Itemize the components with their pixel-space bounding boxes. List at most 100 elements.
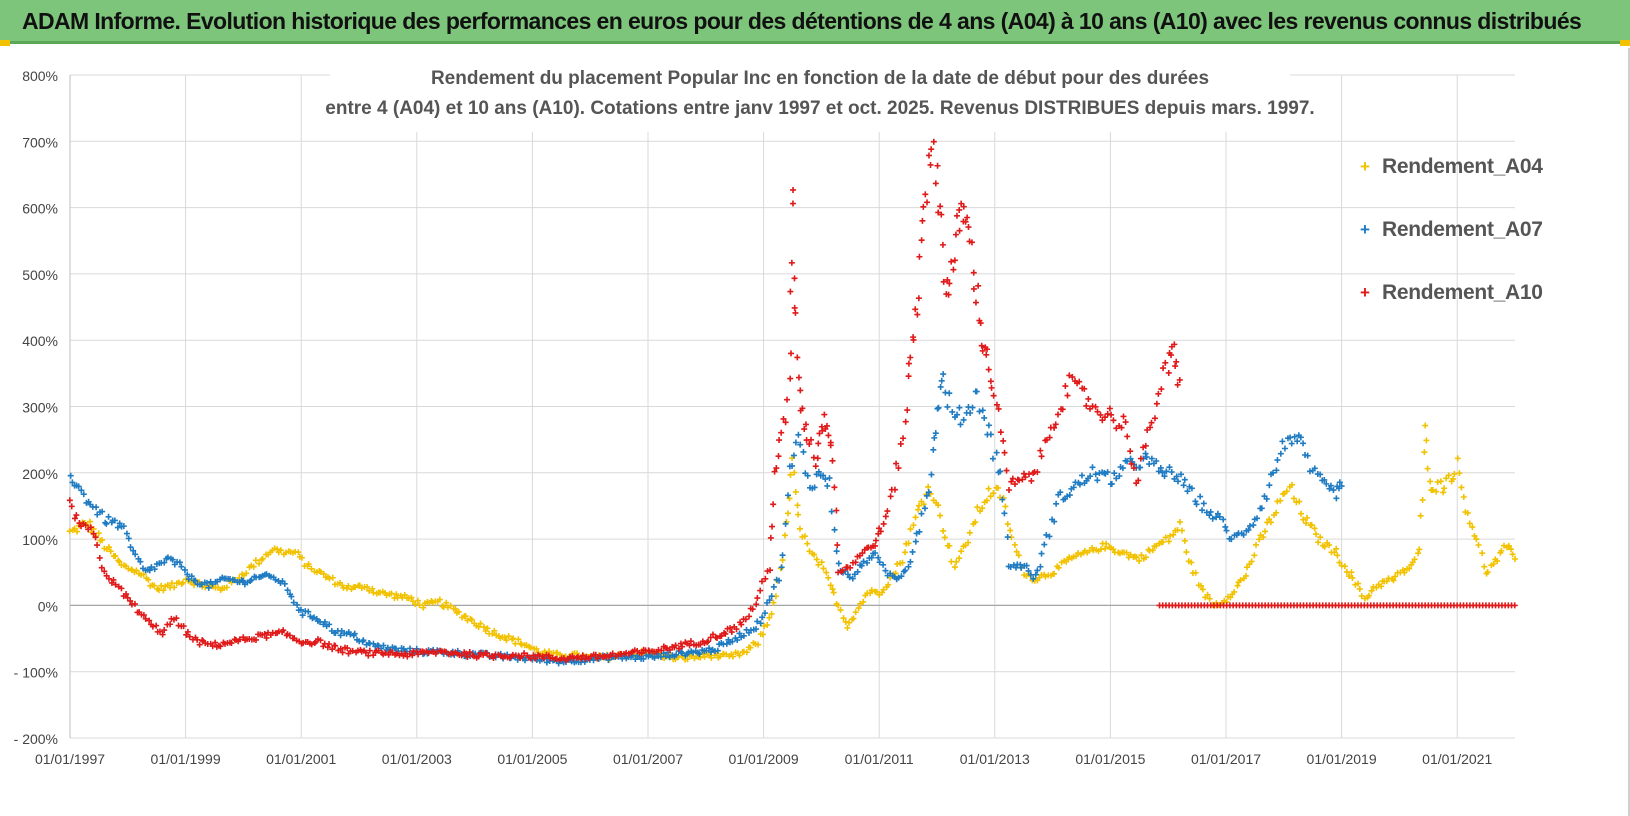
- y-tick-label: 400%: [22, 333, 58, 349]
- legend-label-a04: Rendement_A04: [1382, 155, 1543, 178]
- data-point-rendement_a04: [1490, 561, 1497, 568]
- data-point-rendement_a04: [274, 546, 281, 553]
- data-point-rendement_a07: [824, 482, 831, 489]
- data-point-rendement_a07: [1161, 473, 1168, 480]
- data-point-rendement_a07: [759, 614, 766, 621]
- data-point-rendement_a04: [766, 614, 773, 621]
- data-point-rendement_a07: [875, 554, 882, 561]
- data-point-rendement_a10: [757, 587, 764, 594]
- data-point-rendement_a04: [259, 555, 266, 562]
- data-point-rendement_a04: [1365, 592, 1372, 599]
- data-point-rendement_a04: [512, 640, 519, 647]
- data-point-rendement_a04: [277, 547, 284, 554]
- data-point-rendement_a07: [1113, 475, 1120, 482]
- data-point-rendement_a04: [796, 525, 803, 532]
- data-point-rendement_a04: [972, 519, 979, 526]
- y-tick-label: 300%: [22, 400, 58, 416]
- data-point-rendement_a04: [1317, 534, 1324, 541]
- data-point-rendement_a04: [484, 625, 491, 632]
- data-point-rendement_a04: [95, 530, 102, 537]
- data-point-rendement_a10: [236, 636, 243, 643]
- data-point-rendement_a04: [1356, 585, 1363, 592]
- data-point-rendement_a10: [897, 440, 904, 447]
- data-point-rendement_a10: [953, 212, 960, 219]
- data-point-rendement_a04: [370, 589, 377, 596]
- data-point-rendement_a04: [1416, 546, 1423, 553]
- data-point-rendement_a07: [178, 563, 185, 570]
- chart-title-line1: Rendement du placement Popular Inc en fo…: [431, 68, 1209, 89]
- data-point-rendement_a07: [103, 520, 110, 527]
- data-point-rendement_a07: [1119, 465, 1126, 472]
- data-point-rendement_a10: [822, 425, 829, 432]
- data-point-rendement_a07: [734, 637, 741, 644]
- data-point-rendement_a07: [778, 564, 785, 571]
- data-point-rendement_a10: [882, 513, 889, 520]
- data-point-rendement_a10: [1155, 390, 1162, 397]
- data-point-rendement_a04: [747, 644, 754, 651]
- data-point-rendement_a07: [905, 563, 912, 570]
- data-point-rendement_a04: [1181, 537, 1188, 544]
- data-point-rendement_a10: [950, 266, 957, 273]
- data-point-rendement_a04: [1422, 422, 1429, 429]
- data-point-rendement_a07: [1321, 476, 1328, 483]
- y-tick-label: 0%: [38, 598, 58, 614]
- data-point-rendement_a10: [964, 214, 971, 221]
- data-point-rendement_a07: [284, 587, 291, 594]
- data-point-rendement_a04: [329, 574, 336, 581]
- legend-item-a04: + Rendement_A04: [1360, 155, 1543, 218]
- data-point-rendement_a07: [882, 567, 889, 574]
- data-point-rendement_a04: [965, 539, 972, 546]
- x-tick-label: 01/01/2015: [1075, 751, 1145, 767]
- data-point-rendement_a07: [1137, 464, 1144, 471]
- data-point-rendement_a04: [1427, 478, 1434, 485]
- data-point-rendement_a04: [820, 565, 827, 572]
- data-point-rendement_a10: [579, 652, 586, 659]
- data-point-rendement_a10: [935, 209, 942, 216]
- data-point-rendement_a04: [1409, 559, 1416, 566]
- data-point-rendement_a10: [127, 597, 134, 604]
- data-point-rendement_a10: [575, 653, 582, 660]
- page-edge: [1628, 48, 1630, 816]
- data-point-rendement_a04: [1466, 520, 1473, 527]
- report-banner: ADAM Informe. Evolution historique des p…: [0, 0, 1630, 44]
- data-point-rendement_a07: [111, 517, 118, 524]
- data-point-rendement_a04: [420, 604, 427, 611]
- data-point-rendement_a07: [880, 561, 887, 568]
- data-point-rendement_a07: [1317, 471, 1324, 478]
- data-point-rendement_a04: [477, 620, 484, 627]
- data-point-rendement_a10: [1110, 417, 1117, 424]
- data-point-rendement_a04: [786, 495, 793, 502]
- data-point-rendement_a04: [795, 511, 802, 518]
- data-point-rendement_a10: [196, 641, 203, 648]
- data-point-rendement_a07: [1070, 484, 1077, 491]
- data-point-rendement_a04: [105, 544, 112, 551]
- data-point-rendement_a10: [937, 203, 944, 210]
- data-point-rendement_a10: [1104, 410, 1111, 417]
- data-point-rendement_a10: [1147, 424, 1154, 431]
- data-point-rendement_a07: [849, 575, 856, 582]
- data-point-rendement_a10: [922, 191, 929, 198]
- data-point-rendement_a04: [1315, 539, 1322, 546]
- data-point-rendement_a10: [1176, 376, 1183, 383]
- data-point-rendement_a07: [185, 576, 192, 583]
- data-point-rendement_a07: [1025, 567, 1032, 574]
- data-point-rendement_a07: [351, 630, 358, 637]
- data-point-rendement_a07: [846, 574, 853, 581]
- data-point-rendement_a10: [819, 427, 826, 434]
- legend-label-a07: Rendement_A07: [1382, 218, 1543, 241]
- data-point-rendement_a07: [605, 657, 612, 664]
- data-point-rendement_a04: [1123, 549, 1130, 556]
- data-point-rendement_a10: [1001, 449, 1008, 456]
- data-point-rendement_a04: [503, 637, 510, 644]
- data-point-rendement_a07: [946, 390, 953, 397]
- data-point-rendement_a07: [148, 564, 155, 571]
- data-point-rendement_a10: [912, 306, 919, 313]
- data-point-rendement_a07: [137, 558, 144, 565]
- data-point-rendement_a10: [1064, 392, 1071, 399]
- data-point-rendement_a10: [1162, 359, 1169, 366]
- data-point-rendement_a04: [1234, 582, 1241, 589]
- data-point-rendement_a07: [1166, 464, 1173, 471]
- data-point-rendement_a07: [75, 483, 82, 490]
- data-point-rendement_a10: [956, 206, 963, 213]
- data-point-rendement_a04: [1296, 498, 1303, 505]
